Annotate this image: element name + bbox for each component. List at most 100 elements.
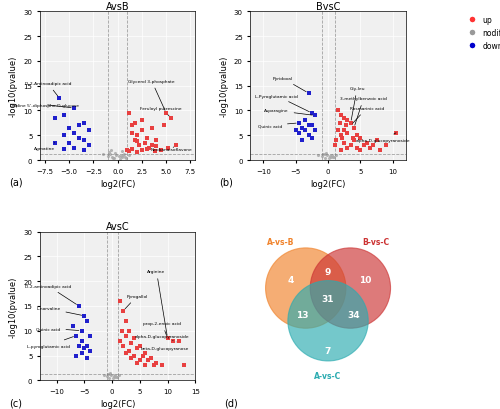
Point bbox=[78, 328, 86, 334]
Point bbox=[80, 138, 88, 144]
Point bbox=[337, 113, 345, 119]
Point bbox=[122, 333, 130, 339]
Point bbox=[372, 138, 380, 144]
Y-axis label: -log10(pvalue): -log10(pvalue) bbox=[219, 56, 228, 117]
Text: Asparagine: Asparagine bbox=[264, 109, 312, 116]
Point bbox=[344, 118, 351, 124]
Point bbox=[144, 145, 152, 152]
Point bbox=[116, 153, 124, 160]
Point bbox=[344, 130, 351, 137]
Point bbox=[109, 375, 117, 382]
Point bbox=[116, 156, 124, 162]
Point bbox=[111, 374, 119, 381]
Point bbox=[152, 138, 160, 144]
Point bbox=[106, 375, 114, 381]
Text: Glycerol 3-phosphate: Glycerol 3-phosphate bbox=[128, 79, 175, 111]
Point bbox=[109, 155, 117, 162]
Point bbox=[180, 362, 188, 369]
Point bbox=[304, 91, 312, 97]
Point bbox=[330, 143, 338, 149]
Point bbox=[322, 151, 330, 157]
Point bbox=[138, 353, 146, 359]
Text: 34: 34 bbox=[347, 310, 360, 319]
Point bbox=[114, 372, 122, 379]
Point bbox=[112, 152, 120, 159]
Point bbox=[392, 130, 400, 137]
Point bbox=[342, 123, 350, 129]
Point bbox=[120, 151, 128, 157]
Point bbox=[106, 371, 114, 377]
Point bbox=[65, 140, 73, 147]
Point bbox=[133, 150, 141, 156]
Text: A-vs-C: A-vs-C bbox=[314, 371, 342, 380]
Text: alpha-D-glucopyranoside: alpha-D-glucopyranoside bbox=[356, 133, 410, 143]
Point bbox=[150, 148, 158, 155]
Point bbox=[323, 153, 331, 159]
Point bbox=[344, 145, 351, 152]
Point bbox=[120, 153, 128, 159]
Point bbox=[119, 342, 127, 349]
Text: L-norvaline: L-norvaline bbox=[36, 307, 82, 315]
Y-axis label: -log10(pvalue): -log10(pvalue) bbox=[9, 56, 18, 117]
Point bbox=[105, 150, 113, 156]
Point bbox=[118, 148, 126, 155]
Point bbox=[70, 106, 78, 112]
Point bbox=[72, 353, 80, 359]
Text: 9: 9 bbox=[325, 267, 331, 276]
Point bbox=[75, 135, 83, 142]
Point bbox=[80, 313, 88, 319]
Point bbox=[86, 333, 94, 339]
Text: L-pyroglutamic acid: L-pyroglutamic acid bbox=[27, 337, 74, 348]
Circle shape bbox=[266, 248, 346, 328]
Point bbox=[164, 145, 172, 152]
Point bbox=[308, 110, 316, 117]
Point bbox=[86, 347, 94, 354]
Point bbox=[80, 148, 88, 154]
Point bbox=[164, 335, 172, 342]
Point bbox=[60, 113, 68, 119]
Point bbox=[328, 152, 336, 159]
Point bbox=[376, 148, 384, 154]
Point bbox=[350, 138, 358, 144]
Point bbox=[136, 357, 144, 364]
Point bbox=[152, 360, 160, 366]
Text: Agmatine: Agmatine bbox=[34, 144, 56, 151]
Point bbox=[78, 337, 86, 344]
Point bbox=[348, 135, 356, 142]
Point bbox=[122, 154, 130, 160]
Point bbox=[60, 146, 68, 153]
Point bbox=[330, 155, 338, 161]
Point bbox=[332, 138, 340, 144]
Point bbox=[128, 355, 136, 362]
Point bbox=[60, 133, 68, 139]
Point bbox=[108, 154, 116, 160]
Point bbox=[75, 123, 83, 129]
Point bbox=[70, 130, 78, 137]
Point bbox=[83, 355, 91, 362]
Text: D-2-aminoadipic acid: D-2-aminoadipic acid bbox=[25, 284, 76, 305]
Point bbox=[133, 345, 141, 351]
Point bbox=[110, 155, 118, 162]
Point bbox=[128, 130, 136, 137]
Point bbox=[83, 318, 91, 324]
Point bbox=[304, 123, 312, 129]
Point bbox=[360, 143, 368, 149]
Point bbox=[169, 337, 177, 344]
Point bbox=[119, 308, 127, 315]
Point bbox=[172, 143, 180, 149]
Text: Rosmarinic acid: Rosmarinic acid bbox=[350, 107, 384, 124]
Point bbox=[102, 373, 110, 379]
Point bbox=[350, 125, 358, 132]
Point bbox=[148, 143, 156, 149]
Point bbox=[104, 153, 112, 160]
Point bbox=[319, 151, 327, 158]
Point bbox=[314, 152, 322, 159]
Point bbox=[292, 128, 300, 134]
Point bbox=[363, 140, 371, 147]
Point bbox=[128, 146, 136, 153]
Point bbox=[124, 148, 132, 154]
Point bbox=[138, 118, 146, 124]
Point bbox=[311, 128, 319, 134]
Text: 3-methylbenzoic acid: 3-methylbenzoic acid bbox=[340, 97, 387, 126]
Text: beta-D-glucopyranose: beta-D-glucopyranose bbox=[140, 342, 189, 350]
